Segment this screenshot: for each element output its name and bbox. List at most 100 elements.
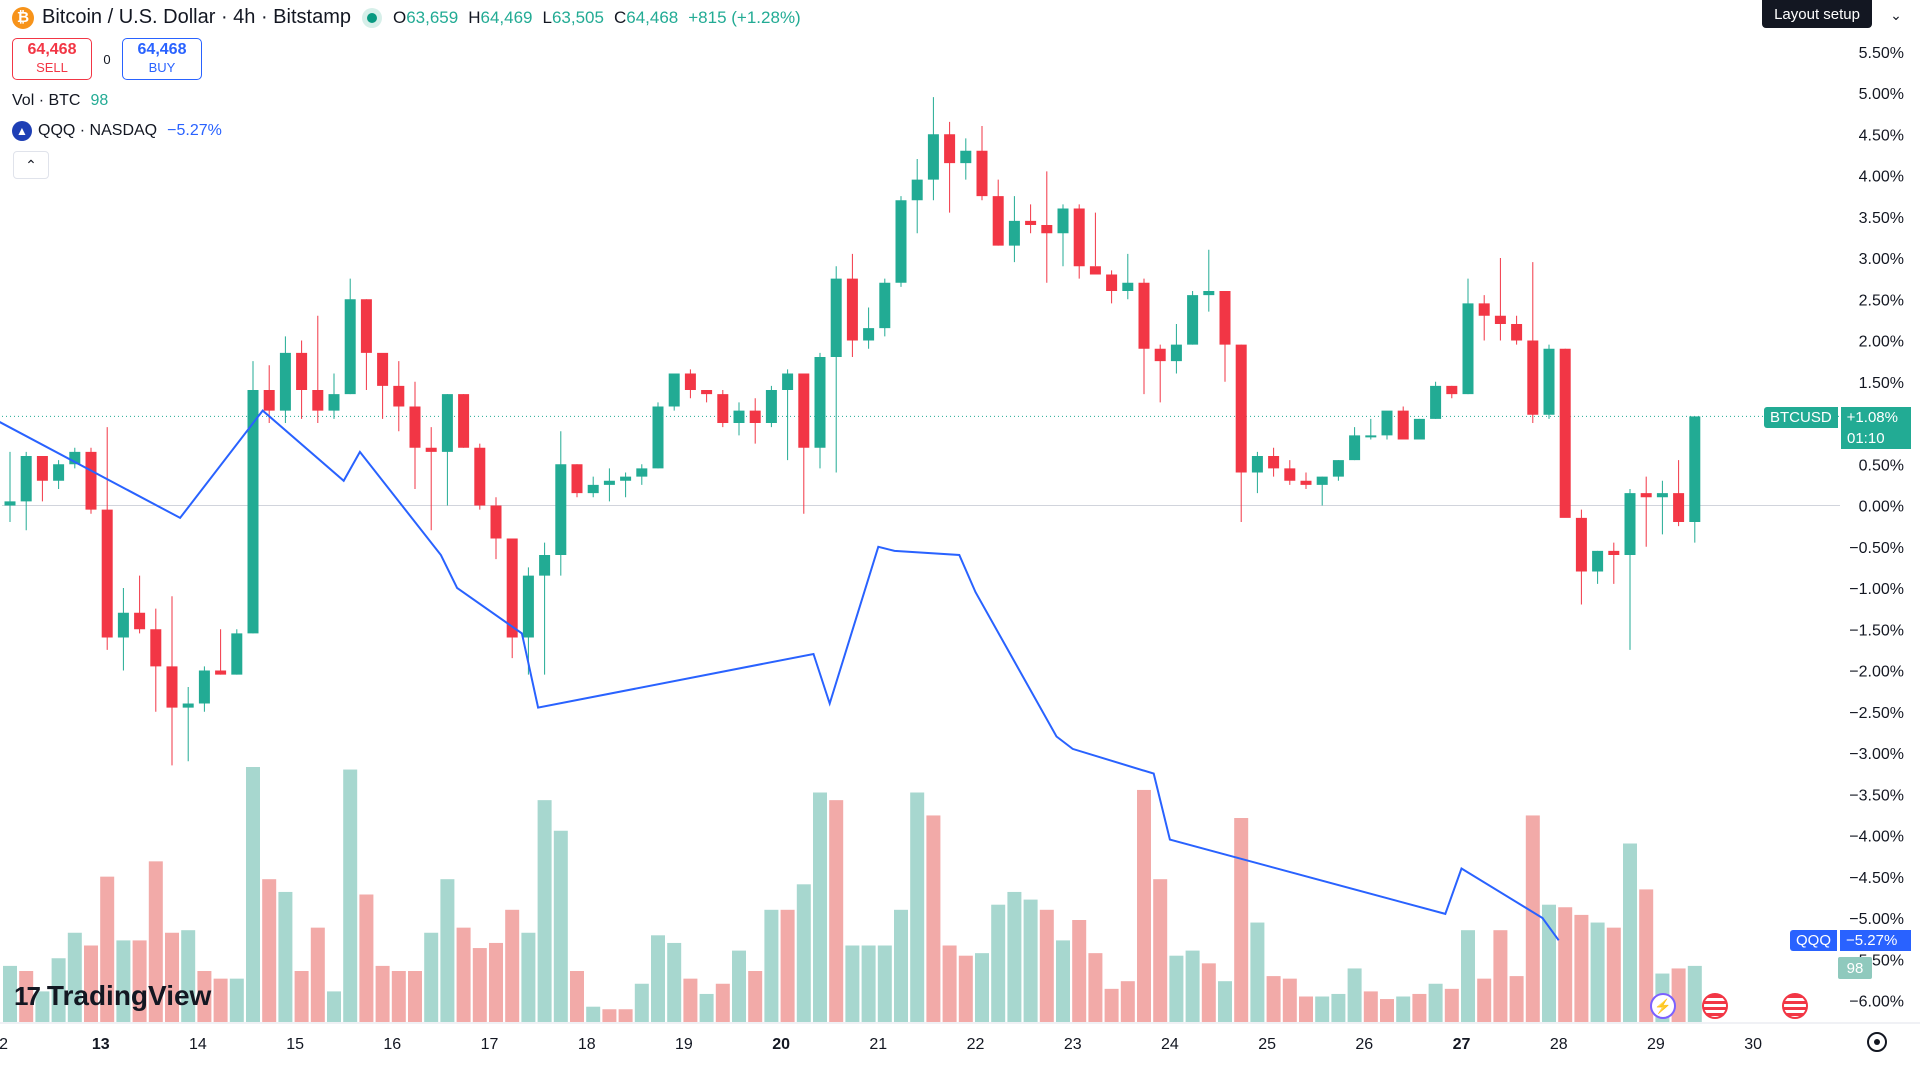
volume-bar xyxy=(1088,953,1103,1022)
volume-legend[interactable]: Vol · BTC 98 xyxy=(12,92,108,110)
volume-bar xyxy=(1477,978,1492,1022)
price-candles xyxy=(4,97,1701,766)
event-spark-icon[interactable]: ⚡ xyxy=(1650,993,1676,1019)
volume-bar xyxy=(1493,930,1508,1022)
candle-body xyxy=(263,390,275,411)
sell-label: SELL xyxy=(36,60,68,75)
volume-bar xyxy=(1153,879,1168,1022)
volume-bar xyxy=(375,965,390,1022)
candle-body xyxy=(895,200,907,283)
volume-bar xyxy=(667,942,682,1022)
volume-bar xyxy=(1396,996,1411,1022)
compare-legend[interactable]: ▲ QQQ · NASDAQ −5.27% xyxy=(12,121,222,141)
candle-body xyxy=(684,373,696,390)
volume-bar xyxy=(991,904,1006,1022)
compare-legend-value: −5.27% xyxy=(167,122,222,139)
tradingview-logo[interactable]: 17 TradingView xyxy=(14,980,211,1012)
candle-body xyxy=(344,299,356,395)
candle-body xyxy=(1138,282,1150,349)
volume-bar xyxy=(1412,993,1427,1022)
chevron-down-icon[interactable]: ⌄ xyxy=(1882,2,1910,28)
volume-bar xyxy=(391,971,406,1022)
time-scale-label: 15 xyxy=(286,1036,304,1053)
volume-bar xyxy=(1687,965,1702,1022)
price-scale: 5.50% 5.00% 4.50% 4.00% 3.50% 3.00% 2.50% 2.00%… xyxy=(1840,0,1920,1068)
candle-body xyxy=(1122,282,1134,291)
candle-body xyxy=(846,278,858,341)
ohlc-values: O63,659 H64,469 L63,505 C64,468 +815 (+1… xyxy=(393,8,801,28)
price-scale-label: 2.50% xyxy=(1859,292,1904,309)
buy-price: 64,468 xyxy=(137,41,187,58)
low-label: L xyxy=(542,7,552,27)
time-scale-label: 17 xyxy=(481,1036,499,1053)
candle-body xyxy=(458,394,470,448)
btcusd-price-tag: BTCUSD +1.08% 01:10 xyxy=(1764,407,1911,449)
time-scale-label: 23 xyxy=(1064,1036,1082,1053)
volume-bar xyxy=(894,909,908,1022)
candle-body xyxy=(117,612,129,638)
volume-bar xyxy=(764,909,779,1022)
qqq-compare-line xyxy=(0,409,1560,941)
volume-bar xyxy=(343,769,358,1022)
price-scale-label: −0.50% xyxy=(1849,540,1904,557)
candle-timer: 01:10 xyxy=(1841,428,1911,449)
volume-bar xyxy=(1606,927,1621,1022)
candle-body xyxy=(1187,295,1199,345)
volume-bar xyxy=(116,940,131,1022)
us-flag-event-icon-2[interactable] xyxy=(1782,993,1808,1019)
volume-bar xyxy=(537,800,552,1022)
candle-body xyxy=(312,390,324,411)
candle-body xyxy=(863,328,875,341)
us-flag-event-icon[interactable] xyxy=(1702,993,1728,1019)
candle-body xyxy=(4,501,16,506)
candle-body xyxy=(279,352,291,411)
candle-body xyxy=(1025,220,1037,225)
volume-bar xyxy=(132,940,147,1022)
time-scale-label: 16 xyxy=(383,1036,401,1053)
btcusd-tag-value: +1.08% xyxy=(1840,407,1911,428)
volume-bar xyxy=(829,800,844,1022)
candle-body xyxy=(1332,460,1344,477)
volume-bar xyxy=(732,950,746,1022)
price-scale-label: −1.50% xyxy=(1849,622,1904,639)
buy-button[interactable]: 64,468 BUY xyxy=(122,38,202,80)
close-value: 64,468 xyxy=(626,7,679,27)
time-scale-label: 19 xyxy=(675,1036,693,1053)
symbol-title[interactable]: Bitcoin / U.S. Dollar · 4h · Bitstamp xyxy=(42,6,351,28)
candle-body xyxy=(506,538,518,638)
volume-bar xyxy=(148,861,163,1022)
volume-bar xyxy=(505,909,520,1022)
volume-bar xyxy=(197,971,212,1022)
sell-button[interactable]: 64,468 SELL xyxy=(12,38,92,80)
volume-bar xyxy=(780,909,795,1022)
candle-body xyxy=(587,484,599,494)
layout-setup-button[interactable]: Layout setup xyxy=(1762,0,1872,28)
candle-body xyxy=(733,410,745,423)
volume-bar xyxy=(1072,920,1087,1022)
time-scale-label: 13 xyxy=(92,1036,110,1053)
candle-body xyxy=(701,390,713,395)
volume-bar xyxy=(1347,968,1362,1022)
candle-body xyxy=(1640,493,1652,498)
candle-body xyxy=(879,282,891,329)
volume-bar xyxy=(553,830,568,1022)
settings-gear-icon[interactable] xyxy=(1867,1032,1887,1052)
candle-body xyxy=(1446,385,1458,395)
volume-bar xyxy=(3,965,17,1022)
candle-body xyxy=(1430,385,1442,419)
volume-bar xyxy=(796,884,811,1022)
symbol-header[interactable]: ₿ Bitcoin / U.S. Dollar · 4h · Bitstamp … xyxy=(12,6,801,29)
price-scale-label: −4.50% xyxy=(1849,870,1904,887)
volume-bar xyxy=(1461,930,1475,1022)
volume-bar xyxy=(813,792,827,1022)
price-scale-label: 1.50% xyxy=(1859,375,1904,392)
time-scale-label: 25 xyxy=(1258,1036,1276,1053)
collapse-legend-button[interactable]: ⌃ xyxy=(13,151,49,179)
volume-bar xyxy=(1363,991,1378,1022)
compare-line-layer xyxy=(0,409,1560,941)
volume-bar xyxy=(489,942,503,1022)
volume-bar xyxy=(1525,815,1540,1022)
volume-bar xyxy=(1331,993,1346,1022)
volume-bar xyxy=(424,932,439,1022)
